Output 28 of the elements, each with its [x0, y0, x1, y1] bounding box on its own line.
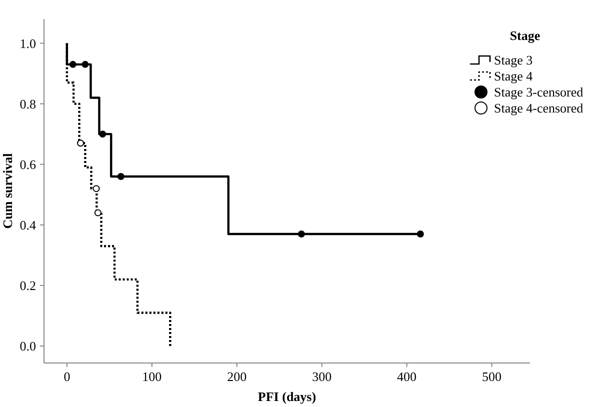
point — [94, 209, 102, 216]
point — [82, 60, 89, 68]
legend-label: Stage 3 — [494, 52, 533, 68]
y-tick-label: 1.0 — [20, 36, 36, 51]
point — [99, 130, 106, 138]
y-tick-label: 0.4 — [20, 217, 36, 232]
y-tick-label: 0.2 — [20, 278, 36, 294]
point — [416, 230, 424, 238]
x-tick-label: 300 — [312, 369, 332, 384]
y-tick-label: 0.6 — [20, 156, 36, 172]
legend-label: Stage 4-censored — [494, 100, 584, 116]
y-axis-title: Cum survival — [0, 152, 15, 229]
legend-label: Stage 4 — [494, 68, 534, 84]
x-tick-label: 200 — [227, 369, 247, 384]
point — [92, 185, 100, 192]
y-tick-label: 0.8 — [20, 96, 36, 112]
x-tick-label: 100 — [142, 369, 162, 384]
point — [77, 140, 84, 147]
x-tick-label: 0 — [64, 369, 70, 384]
x-tick-label: 400 — [397, 369, 417, 384]
point — [298, 230, 305, 238]
legend-title: Stage — [510, 28, 540, 43]
legend-label: Stage 3-censored — [494, 84, 584, 100]
x-tick-label: 500 — [482, 369, 502, 384]
x-axis-title: PFI (days) — [258, 389, 316, 404]
y-tick-label: 0.0 — [20, 338, 36, 354]
point — [117, 172, 124, 180]
point — [69, 60, 76, 68]
